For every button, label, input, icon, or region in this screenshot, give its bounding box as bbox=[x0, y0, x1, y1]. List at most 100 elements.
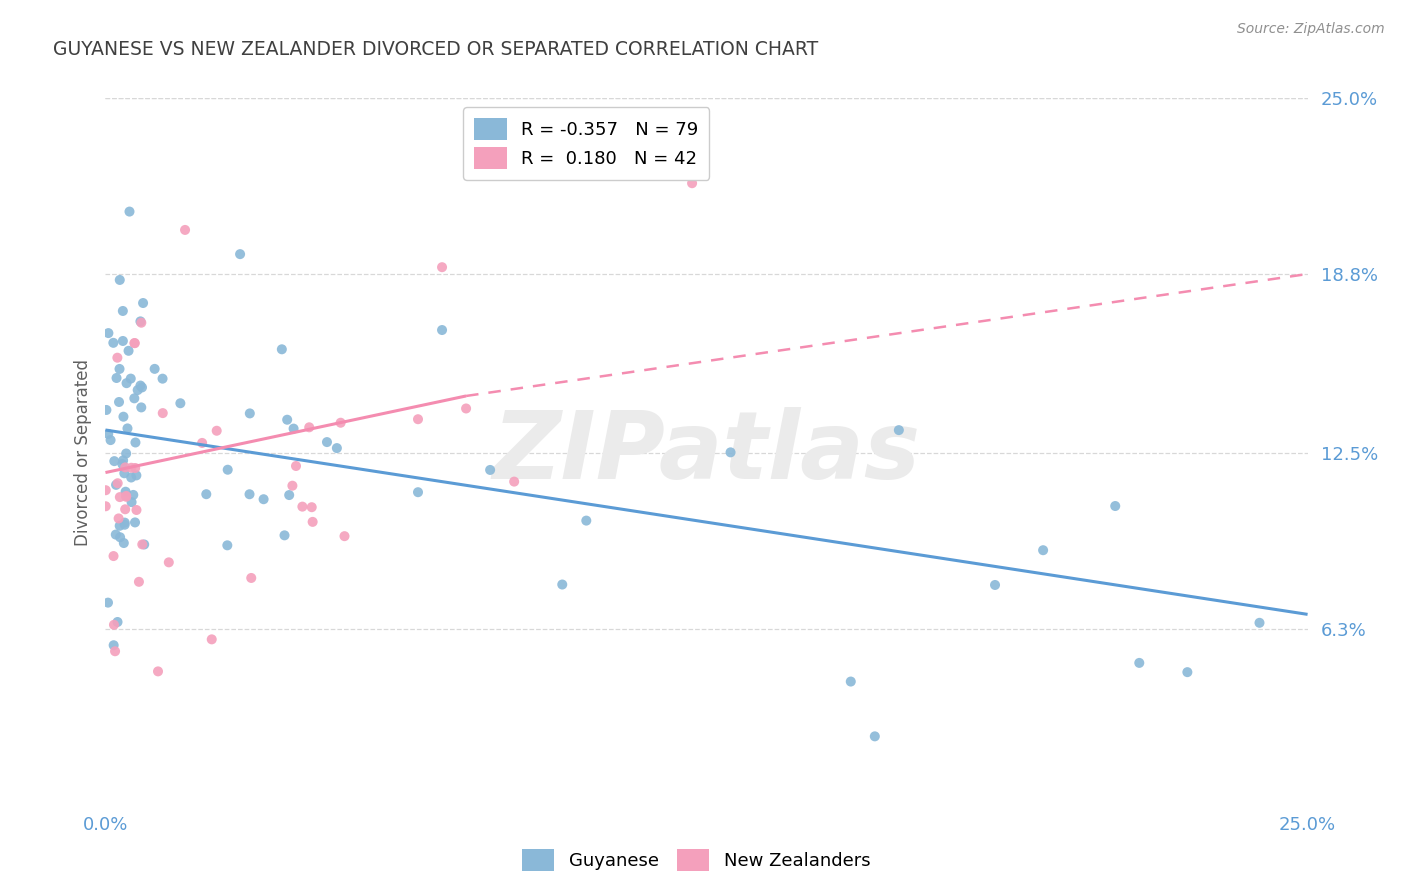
Point bbox=[252, 492, 274, 507]
Point bbox=[169, 396, 191, 410]
Point bbox=[406, 485, 429, 500]
Point bbox=[291, 500, 314, 514]
Point bbox=[1104, 499, 1126, 513]
Point bbox=[479, 463, 502, 477]
Point bbox=[114, 502, 136, 516]
Point bbox=[201, 632, 224, 647]
Point bbox=[114, 460, 136, 475]
Point bbox=[115, 376, 138, 391]
Point bbox=[174, 223, 197, 237]
Point bbox=[720, 445, 742, 459]
Point bbox=[108, 490, 131, 504]
Point bbox=[121, 495, 143, 509]
Point bbox=[152, 406, 174, 420]
Point bbox=[863, 730, 886, 744]
Point bbox=[124, 392, 146, 406]
Point bbox=[120, 460, 142, 475]
Point bbox=[430, 323, 453, 337]
Point bbox=[681, 176, 703, 190]
Point bbox=[278, 488, 301, 502]
Point bbox=[105, 351, 128, 365]
Point bbox=[120, 371, 142, 385]
Point bbox=[132, 296, 155, 310]
Point bbox=[217, 463, 239, 477]
Point bbox=[124, 516, 146, 530]
Point bbox=[115, 446, 138, 460]
Point bbox=[97, 596, 120, 610]
Point bbox=[108, 518, 131, 533]
Text: GUYANESE VS NEW ZEALANDER DIVORCED OR SEPARATED CORRELATION CHART: GUYANESE VS NEW ZEALANDER DIVORCED OR SE… bbox=[53, 40, 818, 59]
Point bbox=[157, 555, 180, 569]
Point bbox=[125, 468, 148, 483]
Point bbox=[430, 260, 453, 275]
Point bbox=[107, 615, 129, 629]
Point bbox=[103, 454, 125, 468]
Point bbox=[240, 571, 263, 585]
Point bbox=[118, 204, 141, 219]
Point bbox=[111, 457, 134, 471]
Point bbox=[105, 478, 128, 492]
Point bbox=[887, 423, 910, 437]
Point bbox=[128, 574, 150, 589]
Point bbox=[108, 362, 131, 376]
Point bbox=[124, 435, 146, 450]
Point bbox=[281, 479, 304, 493]
Point bbox=[104, 644, 127, 658]
Point bbox=[146, 665, 169, 679]
Point bbox=[1249, 615, 1271, 630]
Point bbox=[94, 483, 117, 498]
Point bbox=[108, 530, 131, 544]
Point bbox=[117, 421, 139, 435]
Point bbox=[122, 488, 145, 502]
Point bbox=[104, 527, 127, 541]
Point bbox=[131, 380, 153, 394]
Point bbox=[229, 247, 252, 261]
Legend: Guyanese, New Zealanders: Guyanese, New Zealanders bbox=[515, 842, 877, 879]
Point bbox=[103, 617, 125, 632]
Point bbox=[1128, 656, 1150, 670]
Point bbox=[285, 458, 308, 473]
Y-axis label: Divorced or Separated: Divorced or Separated bbox=[73, 359, 91, 546]
Point bbox=[316, 435, 339, 450]
Point bbox=[108, 395, 131, 409]
Point bbox=[94, 500, 117, 514]
Point bbox=[143, 362, 166, 376]
Point bbox=[575, 514, 598, 528]
Point bbox=[131, 537, 153, 551]
Point bbox=[100, 433, 122, 447]
Point bbox=[117, 343, 139, 358]
Point bbox=[152, 372, 174, 386]
Point bbox=[326, 441, 349, 455]
Point bbox=[205, 424, 228, 438]
Point bbox=[329, 416, 352, 430]
Point bbox=[238, 487, 260, 501]
Point bbox=[301, 515, 323, 529]
Point bbox=[103, 638, 125, 652]
Point bbox=[301, 500, 323, 515]
Point bbox=[195, 487, 218, 501]
Point bbox=[107, 476, 129, 491]
Text: Source: ZipAtlas.com: Source: ZipAtlas.com bbox=[1237, 22, 1385, 37]
Point bbox=[115, 490, 138, 504]
Point bbox=[114, 516, 136, 530]
Point bbox=[273, 528, 295, 542]
Point bbox=[239, 406, 262, 420]
Point bbox=[112, 467, 135, 481]
Legend: R = -0.357   N = 79, R =  0.180   N = 42: R = -0.357 N = 79, R = 0.180 N = 42 bbox=[464, 107, 709, 180]
Point bbox=[115, 489, 138, 503]
Point bbox=[105, 371, 128, 385]
Point bbox=[103, 549, 125, 563]
Point bbox=[129, 401, 152, 415]
Point bbox=[97, 326, 120, 340]
Point bbox=[103, 335, 125, 350]
Point bbox=[333, 529, 356, 543]
Point bbox=[112, 453, 135, 467]
Point bbox=[112, 409, 135, 424]
Point bbox=[283, 422, 305, 436]
Point bbox=[839, 674, 862, 689]
Point bbox=[108, 273, 131, 287]
Point bbox=[107, 511, 129, 525]
Point bbox=[131, 316, 153, 330]
Point bbox=[97, 426, 120, 441]
Text: ZIPatlas: ZIPatlas bbox=[492, 407, 921, 499]
